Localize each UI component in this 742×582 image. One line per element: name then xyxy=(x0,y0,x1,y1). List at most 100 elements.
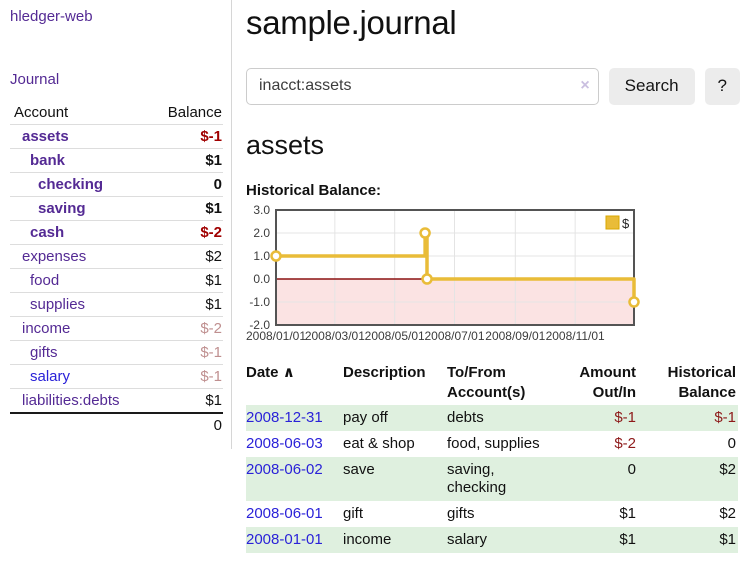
help-button[interactable]: ? xyxy=(704,67,740,105)
svg-text:2008/09/01: 2008/09/01 xyxy=(485,329,545,343)
sidebar-item-journal[interactable]: Journal xyxy=(10,71,60,88)
app-window: hledger-web Journal Account Balance asse… xyxy=(10,0,742,554)
transaction-description: income xyxy=(343,527,447,554)
account-balance: $1 xyxy=(151,196,223,221)
account-row: supplies $1 xyxy=(10,292,223,317)
clear-search-icon[interactable]: × xyxy=(580,76,590,94)
accounts-header-account: Account xyxy=(14,104,69,121)
account-row: assets $-1 xyxy=(10,124,223,149)
register-header-amount: Amount Out/In xyxy=(579,363,636,402)
svg-text:2008/01/01: 2008/01/01 xyxy=(246,329,306,343)
svg-text:2008/07/01: 2008/07/01 xyxy=(424,329,484,343)
transaction-date-link[interactable]: 2008-12-31 xyxy=(246,409,323,427)
account-row: expenses $2 xyxy=(10,244,223,269)
transaction-accounts: food, supplies xyxy=(447,435,540,453)
accounts-header-balance: Balance xyxy=(167,104,222,121)
account-row: gifts $-1 xyxy=(10,340,223,365)
account-row: salary $-1 xyxy=(10,364,223,389)
account-row: saving $1 xyxy=(10,196,223,221)
account-heading: assets xyxy=(246,129,325,160)
account-balance: $-1 xyxy=(151,340,223,365)
transaction-balance: 0 xyxy=(727,435,736,453)
svg-text:2008/03/01: 2008/03/01 xyxy=(305,329,365,343)
register-header-description: Description xyxy=(343,363,426,381)
accounts-total-value: 0 xyxy=(151,412,223,437)
transaction-amount: $-2 xyxy=(614,435,636,453)
register-row: 2008-12-31 pay off debts $-1 $-1 xyxy=(246,405,738,432)
account-link-bank[interactable]: bank xyxy=(30,152,66,169)
svg-text:2.0: 2.0 xyxy=(253,226,270,240)
account-link-salary[interactable]: salary xyxy=(30,368,71,385)
transaction-description: eat & shop xyxy=(343,435,415,453)
svg-text:2008/05/01: 2008/05/01 xyxy=(365,329,425,343)
account-link-saving[interactable]: saving xyxy=(38,200,86,217)
svg-text:$: $ xyxy=(622,216,630,231)
account-balance: $1 xyxy=(151,292,223,317)
sort-ascending-icon: ∧ xyxy=(282,363,295,381)
svg-text:2008/11/01: 2008/11/01 xyxy=(546,329,605,343)
transaction-balance: $2 xyxy=(719,505,736,523)
account-link-cash[interactable]: cash xyxy=(30,224,65,241)
transaction-accounts: salary xyxy=(447,527,557,554)
transaction-date-link[interactable]: 2008-06-02 xyxy=(246,461,323,479)
search-form: × Search ? xyxy=(246,67,740,105)
svg-text:-2.0: -2.0 xyxy=(249,318,270,332)
register-header-balance: Historical Balance xyxy=(667,363,736,402)
account-balance: $-2 xyxy=(151,220,223,245)
transaction-date-link[interactable]: 2008-01-01 xyxy=(246,531,323,549)
register-row: 2008-06-01 gift gifts $1 $2 xyxy=(246,501,738,527)
transaction-description: save xyxy=(343,457,447,502)
transaction-date-link[interactable]: 2008-06-01 xyxy=(246,505,323,523)
register-header-row: Date ∧ Description To/From Account(s) Am… xyxy=(246,360,738,406)
account-balance: $-1 xyxy=(151,124,223,149)
transaction-amount: $1 xyxy=(557,527,644,554)
transaction-description: gift xyxy=(343,505,364,523)
transaction-date-link[interactable]: 2008-06-03 xyxy=(246,435,323,453)
svg-text:3.0: 3.0 xyxy=(253,203,270,217)
register-header-accounts: To/From Account(s) xyxy=(447,363,526,402)
account-row: income $-2 xyxy=(10,316,223,341)
accounts-table: Account Balance assets $-1 bank $1 check… xyxy=(10,101,223,437)
account-link-gifts[interactable]: gifts xyxy=(30,344,58,361)
search-input[interactable] xyxy=(246,67,599,105)
transaction-amount: 0 xyxy=(557,457,644,502)
account-balance: 0 xyxy=(151,172,223,197)
historical-balance-chart-container: 3.0 2.0 1.0 0.0 -1.0 -2.0 2008/01/01 2008/03/01… xyxy=(246,203,666,346)
chart-heading: Historical Balance: xyxy=(246,181,382,199)
account-row: checking 0 xyxy=(10,172,223,197)
main-content: sample.journal × Search ? assets Histori… xyxy=(232,0,742,554)
account-link-checking[interactable]: checking xyxy=(38,176,104,193)
account-row: liabilities:debts $1 xyxy=(10,388,223,413)
svg-text:0.0: 0.0 xyxy=(253,272,270,286)
historical-balance-chart: 3.0 2.0 1.0 0.0 -1.0 -2.02008/01/012008/03/01… xyxy=(246,203,640,343)
svg-text:1.0: 1.0 xyxy=(253,249,270,263)
transaction-accounts: saving, checking xyxy=(447,457,557,502)
account-balance: $-2 xyxy=(151,316,223,341)
transaction-balance: $2 xyxy=(644,457,738,502)
register-row: 2008-01-01 income salary $1 $1 xyxy=(246,527,738,554)
register-header-date: Date ∧ xyxy=(246,363,295,381)
search-button[interactable]: Search xyxy=(608,67,695,105)
brand-link[interactable]: hledger-web xyxy=(10,8,93,25)
register-row: 2008-06-03 eat & shop food, supplies $-2… xyxy=(246,431,738,457)
register-row: 2008-06-02 save saving, checking 0 $2 xyxy=(246,457,738,502)
account-link-supplies[interactable]: supplies xyxy=(30,296,86,313)
account-balance: $-1 xyxy=(151,364,223,389)
account-link-income[interactable]: income xyxy=(22,320,71,337)
account-row: cash $-2 xyxy=(10,220,223,245)
account-link-food[interactable]: food xyxy=(30,272,60,289)
transaction-accounts: gifts xyxy=(447,505,475,523)
page-title: sample.journal xyxy=(246,4,457,41)
account-balance: $1 xyxy=(151,388,223,413)
account-row: food $1 xyxy=(10,268,223,293)
transaction-amount: $-1 xyxy=(557,405,644,432)
transaction-description: pay off xyxy=(343,405,447,432)
accounts-header-row: Account Balance xyxy=(10,101,223,125)
svg-text:-1.0: -1.0 xyxy=(249,295,270,309)
account-link-liabilities-debts[interactable]: liabilities:debts xyxy=(22,392,120,409)
accounts-total-row: 0 xyxy=(10,412,223,437)
account-link-expenses[interactable]: expenses xyxy=(22,248,87,265)
account-link-assets[interactable]: assets xyxy=(22,128,69,145)
transaction-amount: $1 xyxy=(619,505,636,523)
transaction-balance: $1 xyxy=(644,527,738,554)
